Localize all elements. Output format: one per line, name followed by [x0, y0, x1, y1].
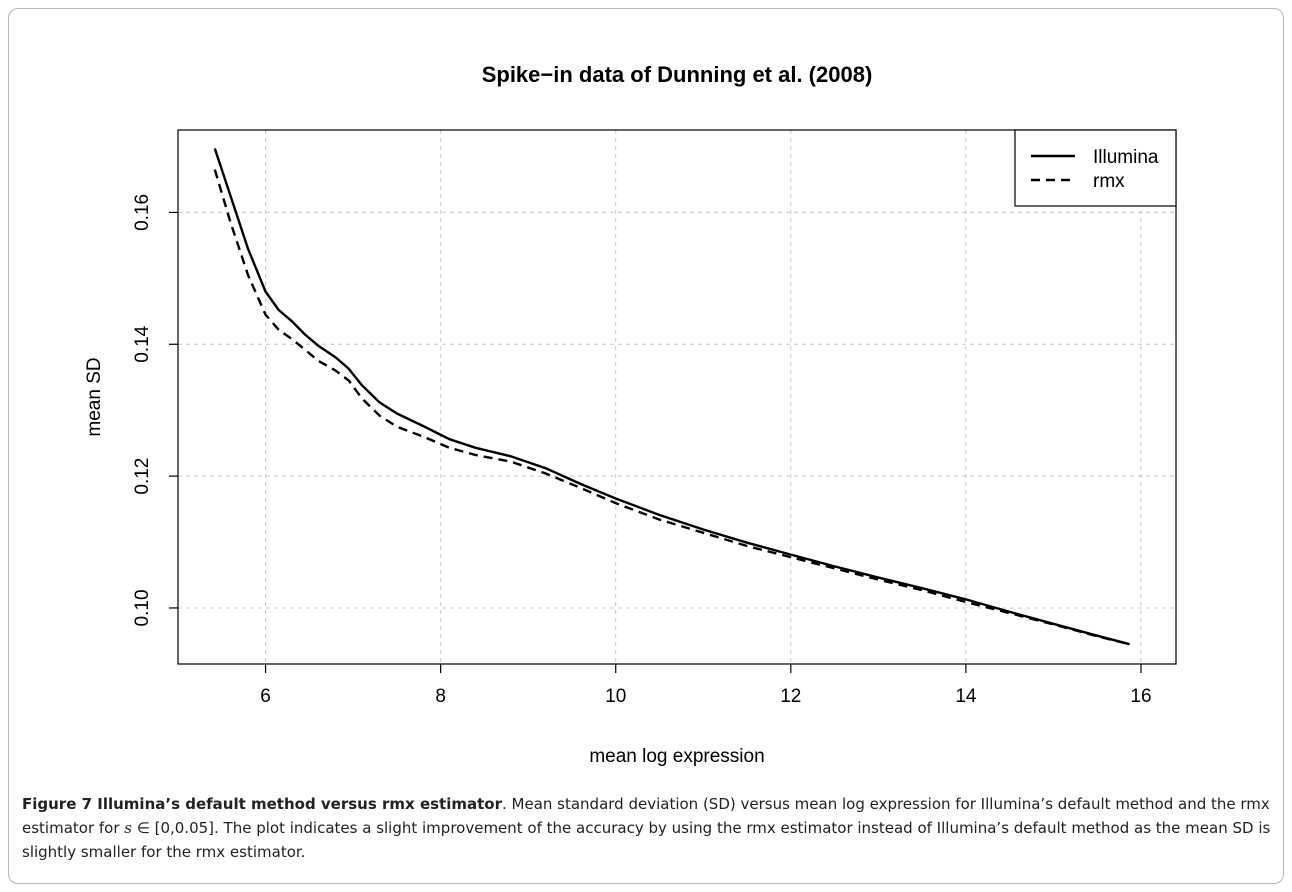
- y-tick-label: 0.10: [132, 589, 153, 626]
- chart-title: Spike−in data of Dunning et al. (2008): [482, 62, 873, 87]
- x-tick-label: 16: [1130, 686, 1151, 707]
- x-tick-label: 6: [260, 686, 271, 707]
- caption-text-part2: ∈ [0,0.05]. The plot indicates a slight …: [22, 819, 1271, 861]
- line-chart: 6 8 10 12 14 16 0.10 0.12 0.14 0.16 Spike−in data …: [84, 62, 1177, 767]
- legend-label-illumina: Illumina: [1093, 147, 1159, 168]
- figure-caption: Figure 7 Illumina’s default method versu…: [22, 792, 1274, 864]
- y-tick-label: 0.12: [132, 458, 153, 495]
- legend-box: [1014, 129, 1177, 207]
- plot-area-border: [177, 129, 1177, 665]
- x-tick-label: 14: [955, 686, 977, 707]
- caption-label: Figure 7 Illumina’s default method versu…: [22, 795, 502, 813]
- x-tick-label: 8: [435, 686, 446, 707]
- y-tick-label: 0.14: [132, 325, 153, 362]
- series-line-rmx: [213, 169, 1130, 646]
- x-tick-label: 12: [780, 686, 801, 707]
- x-tick-label: 10: [605, 686, 626, 707]
- caption-symbol: s: [124, 819, 132, 837]
- y-tick-label: 0.16: [132, 194, 153, 231]
- legend-label-rmx: rmx: [1093, 171, 1125, 192]
- y-axis-label: mean SD: [84, 357, 105, 436]
- series-line-illumina: [213, 148, 1130, 646]
- x-axis-label: mean log expression: [589, 746, 764, 767]
- caption-text-part1: . Mean standard deviation (SD) versus me…: [22, 795, 1270, 837]
